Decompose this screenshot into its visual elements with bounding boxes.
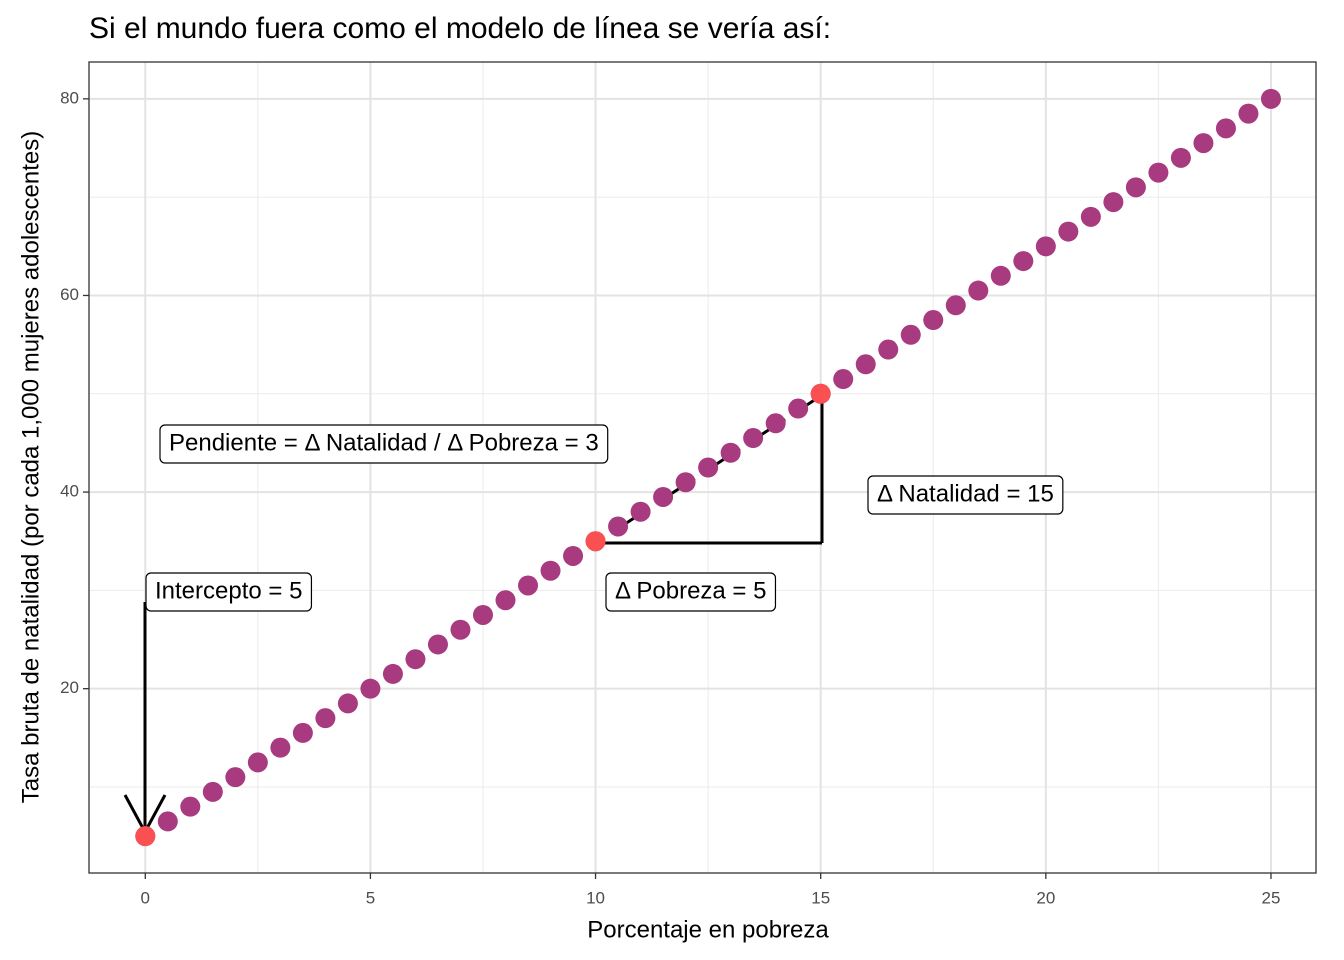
point	[225, 767, 246, 788]
x-tick-label: 25	[1262, 888, 1281, 907]
annotation-label: Pendiente = Δ Natalidad / Δ Pobreza = 3	[159, 424, 609, 464]
point	[495, 590, 516, 611]
point	[1260, 88, 1281, 109]
x-tick-label: 5	[366, 888, 375, 907]
point	[608, 516, 629, 537]
x-tick-label: 0	[141, 888, 150, 907]
y-tick-label: 60	[60, 285, 79, 304]
point	[382, 663, 403, 684]
point	[360, 678, 381, 699]
point	[855, 354, 876, 375]
point	[743, 428, 764, 449]
label-box	[605, 572, 777, 612]
point	[968, 280, 989, 301]
point	[1215, 118, 1236, 139]
annotation-label: Δ Natalidad = 15	[867, 475, 1064, 515]
point	[315, 708, 336, 729]
y-tick-label: 80	[60, 88, 79, 107]
label-text: Intercepto = 5	[155, 577, 302, 604]
x-axis-title: Porcentaje en pobreza	[587, 916, 829, 943]
label-text: Δ Natalidad = 15	[877, 480, 1054, 507]
point	[270, 737, 291, 758]
point	[990, 265, 1011, 286]
x-tick-label: 10	[586, 888, 605, 907]
point	[472, 604, 493, 625]
point	[900, 324, 921, 345]
point	[1238, 103, 1259, 124]
point	[1193, 133, 1214, 154]
x-tick-label: 20	[1036, 888, 1055, 907]
panel-border	[88, 61, 1317, 874]
point	[1148, 162, 1169, 183]
chart-title: Si el mundo fuera como el modelo de líne…	[89, 12, 831, 45]
point	[1013, 251, 1034, 272]
point	[202, 781, 223, 802]
y-tick-label: 20	[60, 678, 79, 697]
highlight-point	[585, 531, 606, 552]
point	[765, 413, 786, 434]
point	[292, 722, 313, 743]
point	[540, 560, 561, 581]
point	[1125, 177, 1146, 198]
point	[337, 693, 358, 714]
point	[878, 339, 899, 360]
labels: Pendiente = Δ Natalidad / Δ Pobreza = 3 Δ…	[145, 424, 1064, 612]
point	[157, 811, 178, 832]
point	[923, 310, 944, 331]
point	[1058, 221, 1079, 242]
label-box	[145, 572, 313, 612]
point	[833, 369, 854, 390]
point	[698, 457, 719, 478]
point	[247, 752, 268, 773]
x-tick-label: 15	[811, 888, 830, 907]
point	[563, 545, 584, 566]
point	[1080, 206, 1101, 227]
point	[180, 796, 201, 817]
point	[1170, 147, 1191, 168]
annotation-label: Δ Pobreza = 5	[605, 572, 777, 612]
annotation-label: Intercepto = 5	[145, 572, 313, 612]
point	[945, 295, 966, 316]
highlight-point	[135, 826, 156, 847]
point	[630, 501, 651, 522]
point	[1035, 236, 1056, 257]
point	[675, 472, 696, 493]
point	[788, 398, 809, 419]
point	[427, 634, 448, 655]
point	[518, 575, 539, 596]
y-axis-title: Tasa bruta de natalidad (por cada 1,000 …	[17, 131, 44, 803]
point	[405, 649, 426, 670]
point	[1103, 192, 1124, 213]
points	[135, 88, 1281, 847]
label-box	[867, 475, 1064, 515]
label-text: Pendiente = Δ Natalidad / Δ Pobreza = 3	[169, 429, 599, 456]
y-tick-label: 40	[60, 482, 79, 501]
highlight-point	[810, 383, 831, 404]
label-box	[159, 424, 609, 464]
point	[450, 619, 471, 640]
point	[720, 442, 741, 463]
point	[653, 486, 674, 507]
label-text: Δ Pobreza = 5	[615, 577, 766, 604]
